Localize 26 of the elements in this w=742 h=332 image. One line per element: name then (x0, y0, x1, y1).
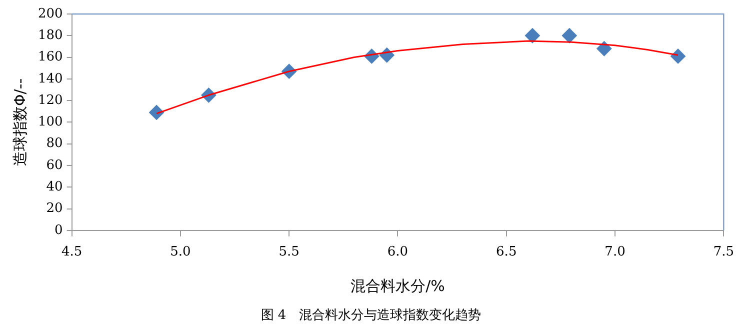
caption: 图 4 混合料水分与造球指数变化趋势 (260, 307, 482, 324)
y-tick-label: 140 (38, 71, 63, 86)
y-tick-label: 80 (46, 136, 63, 152)
y-tick-label: 160 (38, 50, 63, 65)
point (670, 48, 686, 64)
x-axis-title: 混合料水分/% (350, 276, 445, 295)
y-tick-label: 200 (38, 6, 63, 22)
y-tick-label: 180 (38, 28, 63, 44)
x-tick-label: 6.0 (387, 244, 408, 260)
point (524, 28, 540, 44)
y-tick-label: 60 (46, 158, 63, 173)
y-tick-label: 0 (54, 222, 63, 238)
y-tick-label: 100 (38, 114, 63, 130)
y-axis-title: 造球指数Φ/-- (10, 78, 29, 166)
x-tick-label: 5.5 (278, 244, 300, 260)
x-tick-label: 4.5 (61, 244, 82, 260)
x-tick-label: 7.0 (604, 244, 626, 260)
y-tick-label: 40 (46, 179, 63, 194)
y-tick-label: 120 (38, 92, 63, 108)
point (149, 104, 164, 120)
point (596, 41, 612, 56)
point (562, 28, 577, 44)
x-tick-label: 7.5 (713, 244, 734, 260)
x-tick-label: 6.5 (496, 244, 517, 260)
y-tick-label: 20 (46, 201, 63, 216)
x-tick-label: 5.0 (170, 244, 191, 260)
